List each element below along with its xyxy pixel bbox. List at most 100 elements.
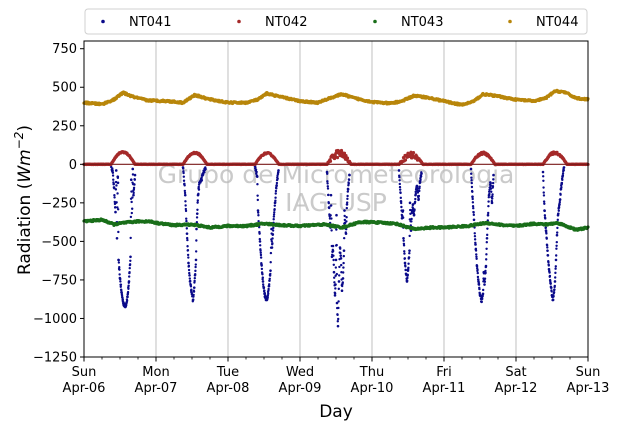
data-point [545, 244, 549, 247]
data-point [543, 209, 546, 213]
data-point [192, 298, 195, 301]
data-point [412, 213, 416, 216]
data-point [270, 227, 273, 231]
data-point [196, 208, 199, 212]
data-point [473, 235, 477, 238]
data-point [115, 184, 118, 187]
data-point [132, 193, 135, 197]
data-point [398, 179, 401, 182]
data-point [417, 194, 421, 198]
data-point [543, 202, 546, 205]
data-point [469, 167, 473, 171]
data-point [114, 169, 118, 172]
data-point [342, 236, 346, 240]
legend-label-nt041: NT041 [129, 15, 171, 30]
x-tick-label-day: Wed [286, 365, 314, 380]
data-point [481, 288, 485, 292]
data-point [474, 241, 477, 244]
data-point [472, 213, 476, 217]
data-point [326, 172, 329, 175]
x-tick-label-day: Tue [216, 365, 239, 380]
data-point [277, 169, 280, 172]
data-point [490, 190, 493, 193]
data-point [333, 284, 336, 287]
data-point [332, 254, 335, 257]
data-point [342, 266, 345, 269]
data-point [480, 300, 483, 304]
data-point [182, 167, 185, 170]
data-point [340, 263, 343, 267]
y-axis-title-close: ) [15, 125, 35, 132]
data-point [261, 273, 264, 276]
data-point [398, 175, 401, 179]
data-point [114, 180, 118, 184]
data-point [128, 263, 132, 266]
data-point [471, 204, 475, 208]
data-point [195, 216, 199, 219]
data-point [182, 179, 186, 182]
data-point [561, 174, 565, 177]
data-point [408, 249, 411, 252]
data-point [408, 201, 412, 205]
data-point [401, 216, 405, 219]
data-point [193, 276, 197, 280]
data-point [187, 268, 191, 272]
y-axis: −1250 −1000 −750 −500 −250 0 250 500 750 [33, 42, 84, 366]
data-point [343, 214, 346, 218]
data-point [268, 277, 271, 281]
data-point [258, 244, 262, 247]
data-point [267, 285, 271, 288]
data-point [195, 221, 199, 224]
data-point [337, 317, 340, 321]
data-point [487, 190, 491, 193]
data-point [334, 258, 338, 262]
data-point [130, 190, 133, 193]
data-point [271, 229, 275, 232]
data-point [555, 254, 558, 257]
data-point [332, 258, 335, 262]
data-point [189, 285, 193, 288]
data-point [485, 237, 489, 240]
data-point [472, 207, 475, 210]
data-point [554, 276, 557, 279]
legend-label-nt044: NT044 [536, 15, 578, 30]
data-point [475, 264, 479, 267]
data-point [261, 283, 265, 286]
data-point [491, 195, 494, 198]
data-point [339, 247, 342, 250]
x-tick-label-date: Apr-12 [495, 381, 538, 396]
data-point [346, 190, 349, 193]
data-point [327, 201, 330, 205]
data-point [404, 268, 407, 272]
data-point [418, 181, 422, 184]
data-point [336, 324, 340, 328]
data-point [268, 279, 271, 282]
data-point [403, 257, 407, 260]
data-point [258, 237, 261, 241]
data-point [267, 283, 271, 286]
data-point [346, 194, 349, 198]
data-point [183, 191, 187, 195]
data-point [330, 204, 333, 207]
x-tick-label-date: Apr-08 [207, 381, 250, 396]
data-point [114, 188, 118, 191]
data-point [330, 244, 333, 248]
data-point [120, 289, 123, 292]
legend-marker-nt043 [373, 19, 377, 24]
data-point [192, 293, 195, 297]
data-point [111, 174, 115, 177]
data-point [256, 209, 260, 212]
data-point [194, 272, 197, 276]
data-point [119, 280, 122, 283]
data-point [546, 249, 549, 252]
data-point [555, 244, 558, 247]
data-point [341, 284, 344, 288]
data-point [335, 301, 339, 305]
data-point [194, 269, 197, 273]
y-tick-label: −1000 [33, 312, 77, 327]
data-point [131, 167, 135, 171]
data-point [345, 203, 349, 206]
data-point [255, 174, 259, 177]
data-point [195, 227, 198, 231]
data-point [409, 150, 413, 154]
